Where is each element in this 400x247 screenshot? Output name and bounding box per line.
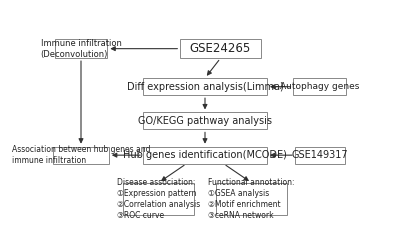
- Text: Autophagy genes: Autophagy genes: [280, 82, 359, 91]
- Text: Hub genes identification(MCODE): Hub genes identification(MCODE): [123, 150, 287, 160]
- FancyBboxPatch shape: [143, 147, 267, 164]
- FancyBboxPatch shape: [55, 39, 107, 58]
- FancyBboxPatch shape: [293, 78, 346, 95]
- FancyBboxPatch shape: [143, 78, 267, 95]
- FancyBboxPatch shape: [123, 183, 194, 215]
- FancyBboxPatch shape: [295, 147, 344, 164]
- Text: Association between hub genes and
immune infiltration: Association between hub genes and immune…: [12, 145, 150, 165]
- FancyBboxPatch shape: [216, 183, 287, 215]
- FancyBboxPatch shape: [143, 112, 267, 129]
- Text: Immune infiltration
(Deconvolution): Immune infiltration (Deconvolution): [40, 39, 122, 59]
- Text: Disease association:
①Expression pattern
②Correlation analysis
③ROC curve: Disease association: ①Expression pattern…: [117, 178, 200, 220]
- Text: Functional annotation:
①GSEA analysis
②Motif enrichment
③ceRNA network: Functional annotation: ①GSEA analysis ②M…: [208, 178, 295, 220]
- FancyBboxPatch shape: [53, 147, 109, 164]
- Text: Diff expression analysis(Limma): Diff expression analysis(Limma): [127, 82, 283, 92]
- FancyBboxPatch shape: [180, 39, 261, 58]
- Text: GO/KEGG pathway analysis: GO/KEGG pathway analysis: [138, 116, 272, 126]
- Text: GSE24265: GSE24265: [190, 42, 251, 55]
- Text: GSE149317: GSE149317: [291, 150, 348, 160]
